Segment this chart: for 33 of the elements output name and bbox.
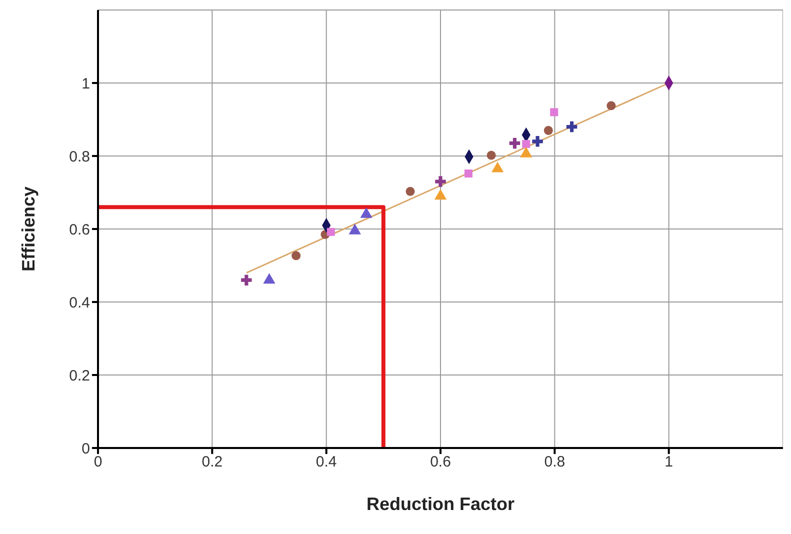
x-tick-label: 0.4 xyxy=(316,454,337,471)
x-tick-label: 0.8 xyxy=(544,454,566,471)
y-tick-label: 0.4 xyxy=(69,294,90,312)
point xyxy=(360,207,372,218)
x-tick-label: 0.6 xyxy=(430,454,451,471)
point xyxy=(509,138,520,149)
point xyxy=(434,189,447,200)
point xyxy=(348,224,361,234)
x-tick-label: 1 xyxy=(664,454,674,471)
point xyxy=(292,251,301,260)
y-tick-label: 0.6 xyxy=(69,221,90,238)
point xyxy=(241,274,252,286)
y-axis-title: Efficiency xyxy=(18,186,38,272)
x-axis-title: Reduction Factor xyxy=(366,494,515,514)
point xyxy=(435,176,446,187)
point xyxy=(606,101,616,110)
y-tick-label: 0 xyxy=(82,440,90,458)
point xyxy=(550,108,558,116)
point xyxy=(544,126,553,135)
y-tick-label: 0.8 xyxy=(69,148,90,166)
x-tick-label: 0 xyxy=(94,454,102,471)
y-tick-label: 0.2 xyxy=(69,367,90,384)
point xyxy=(464,170,472,178)
point xyxy=(406,186,415,196)
point xyxy=(263,273,276,284)
point xyxy=(326,228,335,236)
point xyxy=(566,121,578,132)
point xyxy=(486,150,496,160)
point xyxy=(522,140,530,148)
x-tick-label: 0.2 xyxy=(202,454,223,471)
y-tick-label: 1 xyxy=(82,75,90,92)
point xyxy=(532,136,543,147)
point xyxy=(492,162,504,172)
